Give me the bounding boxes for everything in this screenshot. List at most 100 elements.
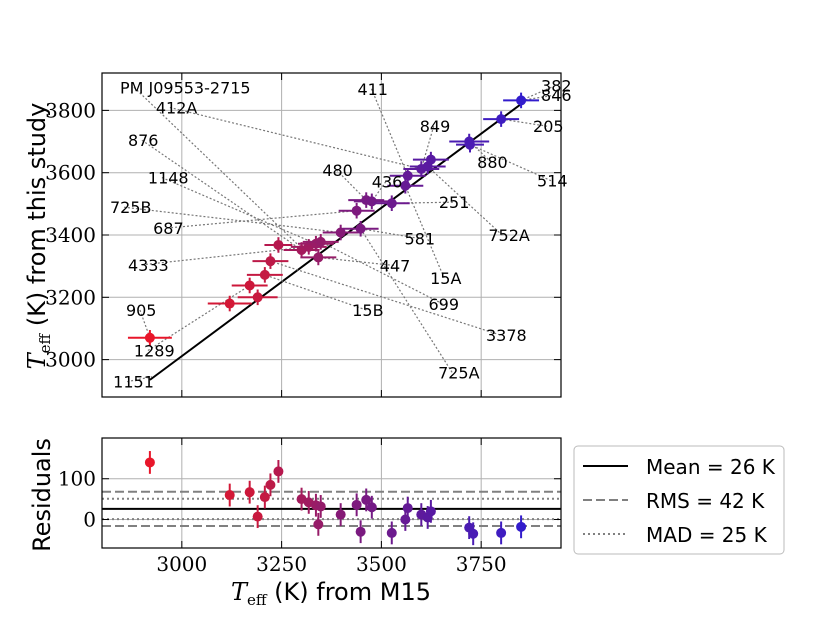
main-data-point: [496, 114, 507, 125]
annotation-label: 3378: [486, 326, 527, 345]
annotation-label: 15A: [430, 269, 461, 288]
residual-data-point: [244, 487, 255, 498]
annotation-label: 382: [541, 77, 572, 96]
annotation-leader: [127, 376, 153, 383]
fit-line: [149, 100, 526, 381]
main-ytick-label: 3000: [45, 348, 96, 372]
main-fit-line-group: [149, 100, 526, 381]
main-ytick-label: 3400: [45, 223, 96, 247]
annotation-leader: [335, 169, 367, 201]
annotation-leader: [169, 106, 422, 170]
annotation-leader: [270, 260, 501, 336]
legend: Mean = 26 K RMS = 42 K MAD = 25 K: [573, 445, 785, 555]
main-y-axis-label: Teff (K) from this study: [23, 103, 54, 370]
residual-axes-frame: [101, 437, 562, 549]
annotation-label: 412A: [156, 99, 198, 118]
residual-data-point: [273, 466, 284, 477]
annotation-label: PM J09553-2715: [120, 78, 251, 97]
residual-data-point: [315, 501, 326, 512]
residual-data-point: [468, 528, 479, 539]
main-data-point: [265, 256, 276, 267]
main-ytick-label: 3800: [45, 98, 96, 122]
main-data-point: [351, 205, 362, 216]
annotation-label: 205: [533, 117, 564, 136]
main-data-point: [464, 139, 475, 150]
annotation-leader: [147, 284, 251, 352]
annotation-label: 849: [420, 117, 451, 136]
annotation-label: 1289: [134, 342, 175, 361]
main-data-point: [259, 269, 270, 280]
annotation-label: 436: [372, 173, 403, 192]
annotation-label: 514: [537, 172, 568, 191]
annotation-label: 687: [153, 219, 184, 238]
residual-ytick-label: 0: [83, 507, 96, 531]
main-data-point: [315, 236, 326, 247]
annotation-leader: [360, 228, 419, 239]
main-data-point: [252, 292, 263, 303]
residual-y-axis-label: Residuals: [28, 438, 56, 552]
legend-mean-label: Mean = 26 K: [646, 455, 776, 479]
annotation-leader: [370, 88, 409, 177]
annotation-label: 905: [126, 301, 157, 320]
main-data-point: [313, 252, 324, 263]
annotation-leader: [123, 206, 341, 234]
main-data-point: [386, 198, 397, 209]
x-axis-label: Teff (K) from M15: [231, 578, 431, 609]
legend-mad-label: MAD = 25 K: [646, 523, 768, 547]
residual-data-point: [265, 479, 276, 490]
annotation-leader: [404, 185, 445, 279]
main-data-point: [224, 298, 235, 309]
main-data-point: [425, 154, 436, 165]
annotation-label: 725B: [110, 198, 152, 217]
annotation-label: 251: [439, 193, 470, 212]
annotation-label: 876: [128, 131, 159, 150]
main-data-point: [366, 196, 377, 207]
residual-data-point: [402, 503, 413, 514]
main-data-point: [355, 223, 366, 234]
main-data-point: [516, 95, 527, 106]
annotation-leader: [420, 126, 435, 170]
annotation-label: 447: [380, 256, 411, 275]
residual-data-point: [313, 519, 324, 530]
main-ticks: 3000 3200 3400 3600 3800: [45, 73, 561, 397]
annotation-leader: [469, 144, 552, 182]
annotation-label: 1148: [148, 169, 189, 188]
residual-data-point: [259, 492, 270, 503]
residual-panel: 3000 3250 3500 3750 0 100: [58, 437, 562, 576]
residual-data-point: [386, 527, 397, 538]
x-tick-label: 3500: [356, 552, 407, 576]
main-data-point: [402, 170, 413, 181]
annotation-label: 699: [428, 295, 459, 314]
residual-data-point: [516, 521, 527, 532]
annotation-label: 752A: [488, 226, 530, 245]
residual-ytick-label: 100: [58, 467, 96, 491]
residual-data-point: [144, 457, 155, 468]
annotation-label: 581: [405, 229, 436, 248]
main-ytick-label: 3600: [45, 161, 96, 185]
annotation-leader: [320, 241, 443, 305]
main-data-point: [273, 239, 284, 250]
residual-data-point: [351, 499, 362, 510]
annotation-leader: [264, 274, 367, 311]
residual-data-point: [252, 511, 263, 522]
annotation-label: 15B: [352, 301, 383, 320]
main-y-label-text: (K) from this study: [23, 103, 51, 334]
annotation-label: 4333: [128, 256, 169, 275]
annotation-leader: [427, 166, 503, 236]
residual-grid: [102, 438, 561, 548]
annotation-leader: [141, 139, 302, 251]
main-data-point: [335, 227, 346, 238]
annotation-leader: [318, 256, 394, 267]
residual-data-point: [335, 509, 346, 520]
residual-data-point: [355, 526, 366, 537]
annotation-leader: [133, 86, 298, 245]
annotation-label: 411: [357, 80, 388, 99]
main-data-point: [144, 332, 155, 343]
x-tick-label: 3250: [256, 552, 307, 576]
legend-box: [573, 445, 785, 555]
main-data-point: [244, 280, 255, 291]
legend-rms-label: RMS = 42 K: [646, 489, 765, 513]
